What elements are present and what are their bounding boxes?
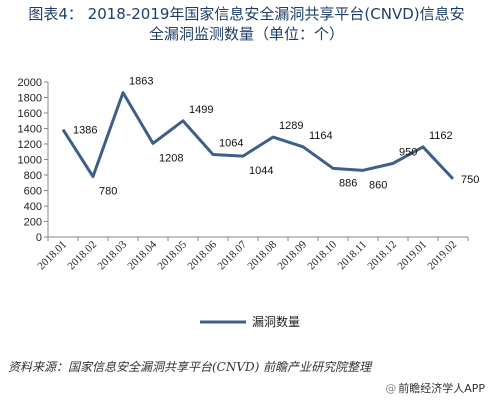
x-tick-label: 2018.03 [95,238,129,272]
x-tick-label: 2018.02 [65,239,99,273]
data-label: 750 [461,174,479,186]
source-note: 资料来源：国家信息安全漏洞共享平台(CNVD) 前瞻产业研究院整理 [8,360,372,374]
chart-title: 图表4： 2018-2019年国家信息安全漏洞共享平台(CNVD)信息安 全漏洞… [0,4,493,44]
data-label: 1164 [309,130,333,142]
data-label: 1208 [159,152,183,164]
y-tick-label: 800 [24,170,42,182]
chart-title-line2: 全漏洞监测数量（单位：个） [148,25,344,43]
data-label: 1499 [189,104,213,116]
y-tick-label: 600 [24,186,42,198]
x-tick-label: 2018.08 [245,238,279,272]
x-tick-label: 2019.02 [425,239,459,273]
y-tick-label: 1200 [18,139,42,151]
data-label: 780 [99,186,117,198]
y-tick-label: 2000 [18,77,42,89]
y-axis: 0 200 400 600 800 1000 1200 1400 1600 1800 2000 [18,77,49,244]
brand-name: 前瞻经济学人APP [398,382,485,395]
x-tick-label: 2019.01 [395,239,429,273]
data-label: 860 [369,179,387,191]
y-tick-label: 400 [24,201,42,213]
data-label: 950 [399,146,417,158]
y-tick-label: 1000 [18,155,42,167]
x-tick-label: 2018.05 [155,238,189,272]
brand-credit: @ 前瞻经济学人APP [385,380,485,396]
data-label: 1064 [219,138,243,150]
data-label: 1044 [249,165,273,177]
x-tick-label: 2018.10 [305,238,339,272]
y-tick-label: 1600 [18,108,42,120]
x-axis: 2018.012018.022018.032018.042018.052018.… [35,236,469,273]
x-tick-label: 2018.12 [365,239,399,273]
at-icon: @ [385,382,397,395]
legend-label: 漏洞数量 [252,314,300,329]
y-tick-label: 1400 [18,124,42,136]
data-label: 1289 [279,120,303,132]
legend: 漏洞数量 [200,314,300,329]
series: 1386 780 1863 1208 1499 1064 1044 1289 1164 886 86… [61,76,479,198]
series-line [61,91,455,180]
x-tick-label: 2018.11 [336,239,369,272]
data-label: 886 [339,177,357,189]
chart-title-line1: 图表4： 2018-2019年国家信息安全漏洞共享平台(CNVD)信息安 [28,5,465,23]
y-tick-label: 0 [36,232,42,244]
x-tick-label: 2018.09 [275,238,309,272]
data-label: 1162 [429,130,453,142]
data-label: 1386 [73,125,97,137]
x-tick-label: 2018.04 [125,238,159,272]
x-tick-label: 2018.07 [215,238,249,272]
y-tick-label: 1800 [18,93,42,105]
y-tick-label: 200 [24,217,42,229]
data-label: 1863 [129,76,153,88]
x-tick-label: 2018.06 [185,238,219,272]
